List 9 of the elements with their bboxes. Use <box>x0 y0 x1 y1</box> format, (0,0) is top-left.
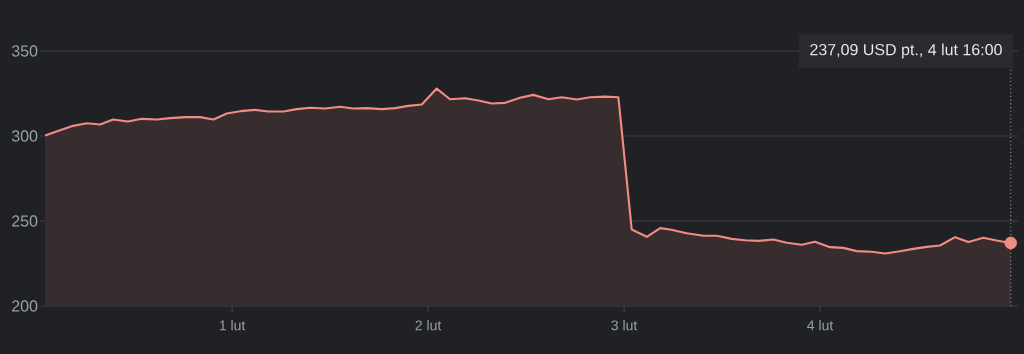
y-tick-label: 350 <box>11 45 38 57</box>
y-tick-label: 250 <box>12 215 38 227</box>
x-tick-label: 3 lut <box>611 320 638 331</box>
annotation: 237,09 USD pt., 4 lut 16:00 <box>810 43 1002 59</box>
y-tick-label: 200 <box>12 300 38 312</box>
x-tick-label: 1 lut <box>219 320 246 331</box>
x-tick-label: 4 lut <box>807 320 834 331</box>
y-tick-label: 300 <box>11 130 38 142</box>
x-tick-label: 2 lut <box>415 320 442 331</box>
